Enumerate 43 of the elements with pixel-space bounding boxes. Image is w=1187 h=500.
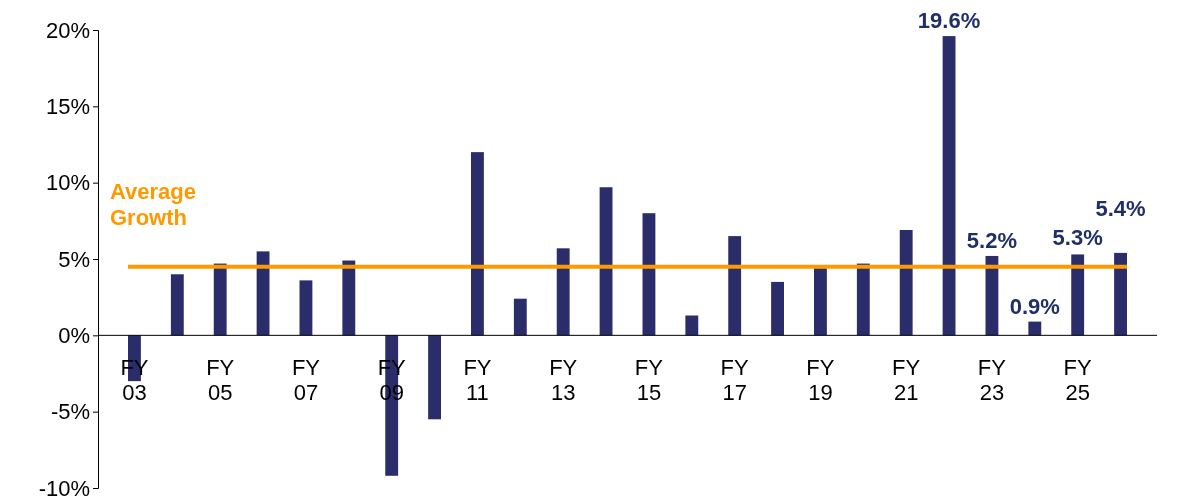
x-tick-label: FY 11 — [463, 355, 492, 406]
x-tick-label: FY 13 — [549, 355, 578, 406]
x-tick-label: FY 23 — [977, 355, 1007, 406]
y-tick-label: 10% — [45, 170, 90, 196]
x-tick-label: FY 15 — [634, 355, 664, 406]
bar — [856, 263, 870, 336]
bar — [728, 236, 742, 336]
bar — [513, 298, 527, 336]
bar — [1028, 321, 1042, 336]
y-tick-label: 0% — [58, 322, 90, 348]
bar — [213, 263, 227, 336]
bar — [1114, 252, 1127, 336]
bar — [942, 36, 956, 336]
x-tick-label: FY 21 — [892, 355, 921, 406]
y-tick-label: 20% — [45, 17, 90, 43]
bar — [642, 213, 656, 336]
y-tick-label: 15% — [45, 93, 90, 119]
data-label: 5.4% — [1095, 195, 1146, 221]
bar — [899, 229, 913, 336]
data-label: 5.3% — [1052, 224, 1103, 250]
data-label: 19.6% — [917, 8, 981, 34]
bar — [1071, 254, 1085, 336]
bar — [599, 187, 613, 336]
y-tick-label: 5% — [58, 246, 90, 272]
bar — [556, 248, 570, 336]
bar — [299, 280, 313, 336]
x-tick-label: FY 25 — [1063, 355, 1093, 406]
x-tick-label: FY 07 — [291, 355, 321, 406]
bar — [814, 268, 827, 336]
data-label: 5.2% — [966, 227, 1018, 253]
bar — [170, 274, 184, 336]
y-tick-label: -10% — [38, 475, 90, 500]
y-tick-label: -5% — [50, 399, 90, 425]
bar — [428, 335, 441, 420]
x-tick-label: FY 19 — [806, 355, 835, 406]
bar — [685, 315, 699, 336]
bar — [342, 260, 356, 336]
bar — [471, 152, 484, 336]
x-tick-label: FY 05 — [206, 355, 235, 406]
bar — [771, 281, 784, 336]
ref-line-label: Average Growth — [110, 178, 197, 230]
data-label: 0.9% — [1009, 293, 1060, 319]
x-tick-label: FY 17 — [720, 355, 750, 406]
